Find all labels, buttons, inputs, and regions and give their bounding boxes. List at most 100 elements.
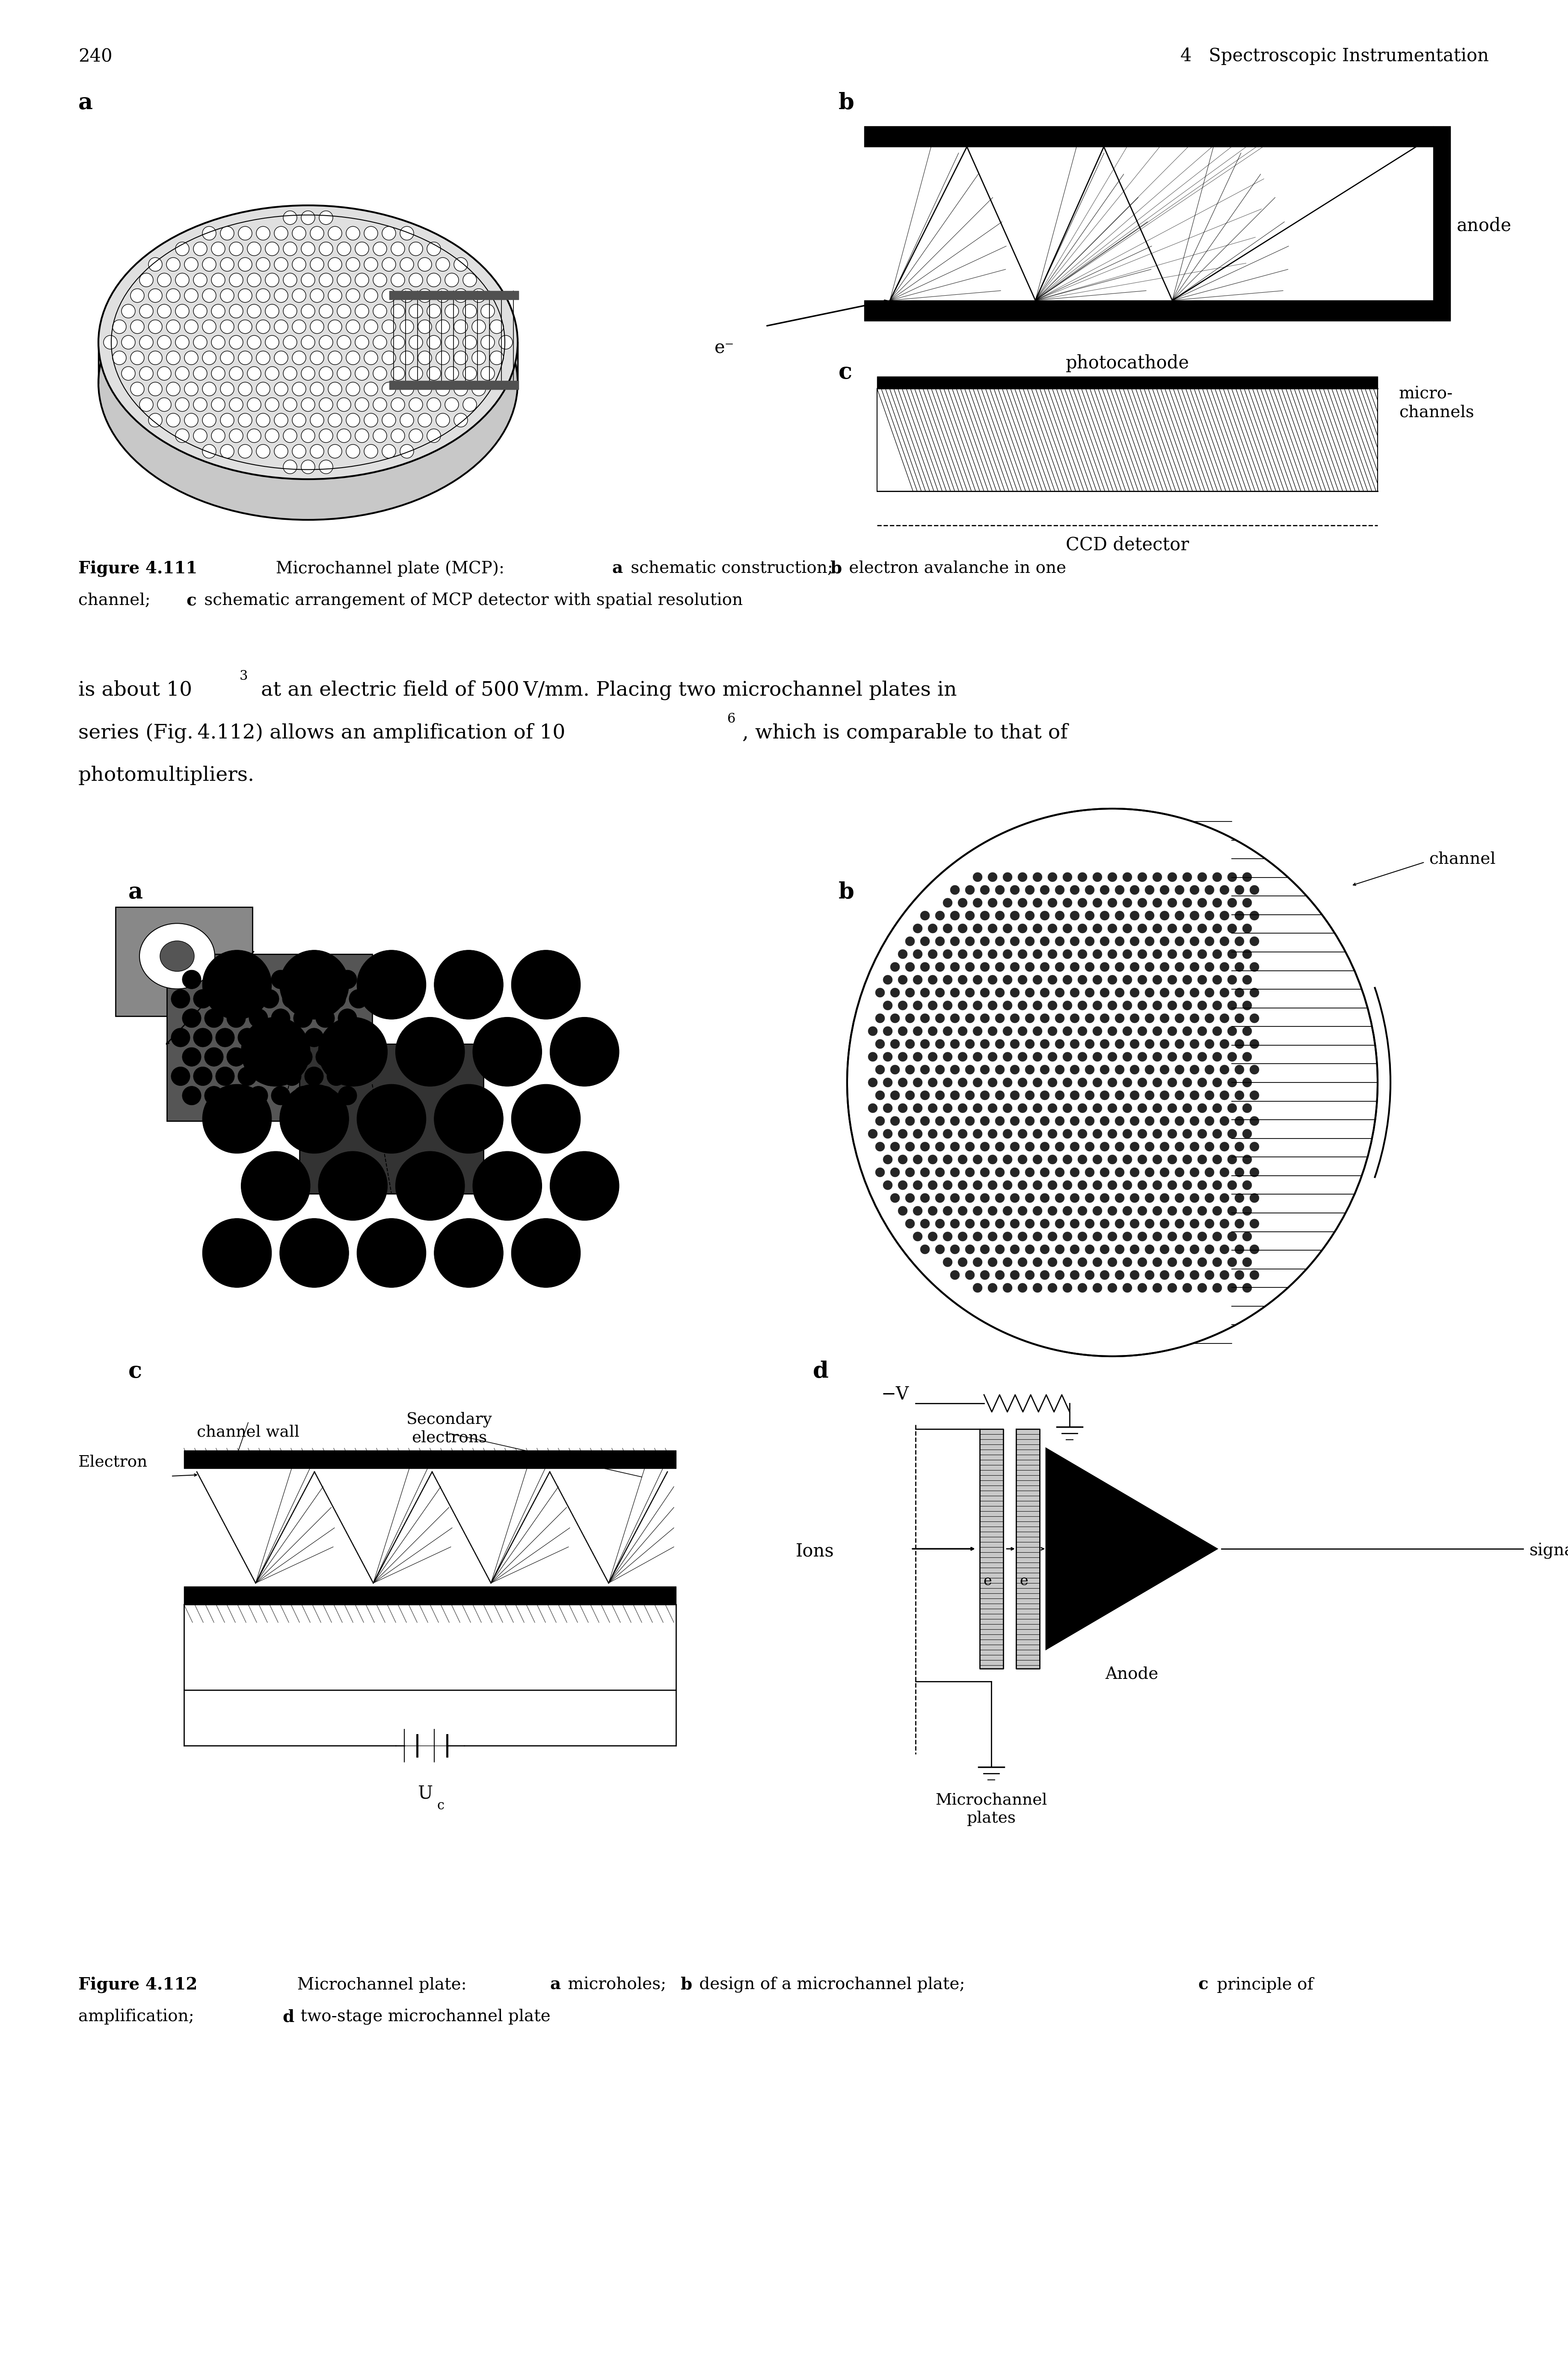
Ellipse shape <box>1212 1026 1221 1036</box>
Ellipse shape <box>1055 1271 1065 1280</box>
Ellipse shape <box>972 1154 982 1164</box>
Ellipse shape <box>905 1218 914 1228</box>
Ellipse shape <box>202 290 216 302</box>
Ellipse shape <box>347 226 359 240</box>
Text: c: c <box>437 1800 444 1812</box>
Ellipse shape <box>1137 872 1146 881</box>
Ellipse shape <box>958 1052 967 1062</box>
Ellipse shape <box>875 1116 884 1126</box>
Ellipse shape <box>426 430 441 442</box>
Ellipse shape <box>1129 1090 1138 1100</box>
Ellipse shape <box>271 1047 290 1066</box>
Ellipse shape <box>905 1116 914 1126</box>
Ellipse shape <box>1047 976 1057 986</box>
Ellipse shape <box>241 1152 310 1221</box>
Ellipse shape <box>1123 1052 1132 1062</box>
Ellipse shape <box>1018 1052 1027 1062</box>
Ellipse shape <box>1174 1040 1184 1050</box>
Ellipse shape <box>1198 872 1207 881</box>
Ellipse shape <box>950 1142 960 1152</box>
Ellipse shape <box>1167 1206 1176 1216</box>
Ellipse shape <box>1250 1218 1259 1228</box>
Ellipse shape <box>942 1052 952 1062</box>
Ellipse shape <box>318 211 332 226</box>
Ellipse shape <box>318 397 332 411</box>
Ellipse shape <box>395 1016 464 1085</box>
Ellipse shape <box>238 226 252 240</box>
Ellipse shape <box>229 273 243 287</box>
Ellipse shape <box>964 1040 974 1050</box>
Ellipse shape <box>220 444 234 458</box>
Ellipse shape <box>328 290 342 302</box>
Ellipse shape <box>1055 912 1065 919</box>
Ellipse shape <box>202 226 216 240</box>
Ellipse shape <box>481 304 494 318</box>
Ellipse shape <box>166 413 180 427</box>
Ellipse shape <box>301 461 315 473</box>
Ellipse shape <box>1040 962 1049 971</box>
Ellipse shape <box>1069 936 1079 945</box>
Ellipse shape <box>942 976 952 986</box>
Ellipse shape <box>248 397 260 411</box>
Ellipse shape <box>1063 1233 1073 1242</box>
Ellipse shape <box>229 304 243 318</box>
Ellipse shape <box>1250 886 1259 895</box>
Ellipse shape <box>293 1047 312 1066</box>
Ellipse shape <box>1040 912 1049 919</box>
Ellipse shape <box>1190 1142 1200 1152</box>
Ellipse shape <box>1055 1116 1065 1126</box>
Text: photomultipliers.: photomultipliers. <box>78 765 254 786</box>
Ellipse shape <box>157 366 171 380</box>
Ellipse shape <box>1145 1116 1154 1126</box>
Text: b: b <box>839 881 855 902</box>
Ellipse shape <box>1099 912 1109 919</box>
Ellipse shape <box>337 1009 358 1028</box>
Ellipse shape <box>318 430 332 442</box>
Ellipse shape <box>1242 1283 1251 1292</box>
Ellipse shape <box>157 335 171 349</box>
Ellipse shape <box>1018 1206 1027 1216</box>
Ellipse shape <box>293 969 312 988</box>
Ellipse shape <box>284 461 296 473</box>
Ellipse shape <box>920 1142 930 1152</box>
Ellipse shape <box>1198 1154 1207 1164</box>
Ellipse shape <box>920 1090 930 1100</box>
Ellipse shape <box>1063 1000 1073 1009</box>
Ellipse shape <box>913 1128 922 1138</box>
Text: Ions: Ions <box>795 1541 834 1560</box>
Ellipse shape <box>1063 898 1073 907</box>
Ellipse shape <box>354 366 368 380</box>
Ellipse shape <box>935 962 944 971</box>
Ellipse shape <box>958 976 967 986</box>
Ellipse shape <box>463 273 477 287</box>
Ellipse shape <box>905 1014 914 1024</box>
Ellipse shape <box>920 1168 930 1178</box>
Ellipse shape <box>994 988 1004 998</box>
Ellipse shape <box>1204 886 1214 895</box>
Ellipse shape <box>1190 936 1200 945</box>
Ellipse shape <box>1198 1180 1207 1190</box>
Ellipse shape <box>1099 988 1109 998</box>
Ellipse shape <box>1115 1218 1124 1228</box>
Ellipse shape <box>1190 1192 1200 1202</box>
Ellipse shape <box>1077 1026 1087 1036</box>
Ellipse shape <box>390 430 405 442</box>
Ellipse shape <box>1063 976 1073 986</box>
Ellipse shape <box>481 335 494 349</box>
Ellipse shape <box>1002 1206 1011 1216</box>
Ellipse shape <box>980 1218 989 1228</box>
Ellipse shape <box>373 397 387 411</box>
Ellipse shape <box>1085 1040 1094 1050</box>
Ellipse shape <box>1190 988 1200 998</box>
Ellipse shape <box>1250 1090 1259 1100</box>
Ellipse shape <box>1085 962 1094 971</box>
Ellipse shape <box>1093 1052 1102 1062</box>
Ellipse shape <box>1212 1233 1221 1242</box>
Ellipse shape <box>400 290 414 302</box>
Ellipse shape <box>1159 1218 1168 1228</box>
Ellipse shape <box>1212 1180 1221 1190</box>
Ellipse shape <box>310 352 323 366</box>
Ellipse shape <box>256 256 270 271</box>
Ellipse shape <box>935 1090 944 1100</box>
Ellipse shape <box>166 382 180 397</box>
